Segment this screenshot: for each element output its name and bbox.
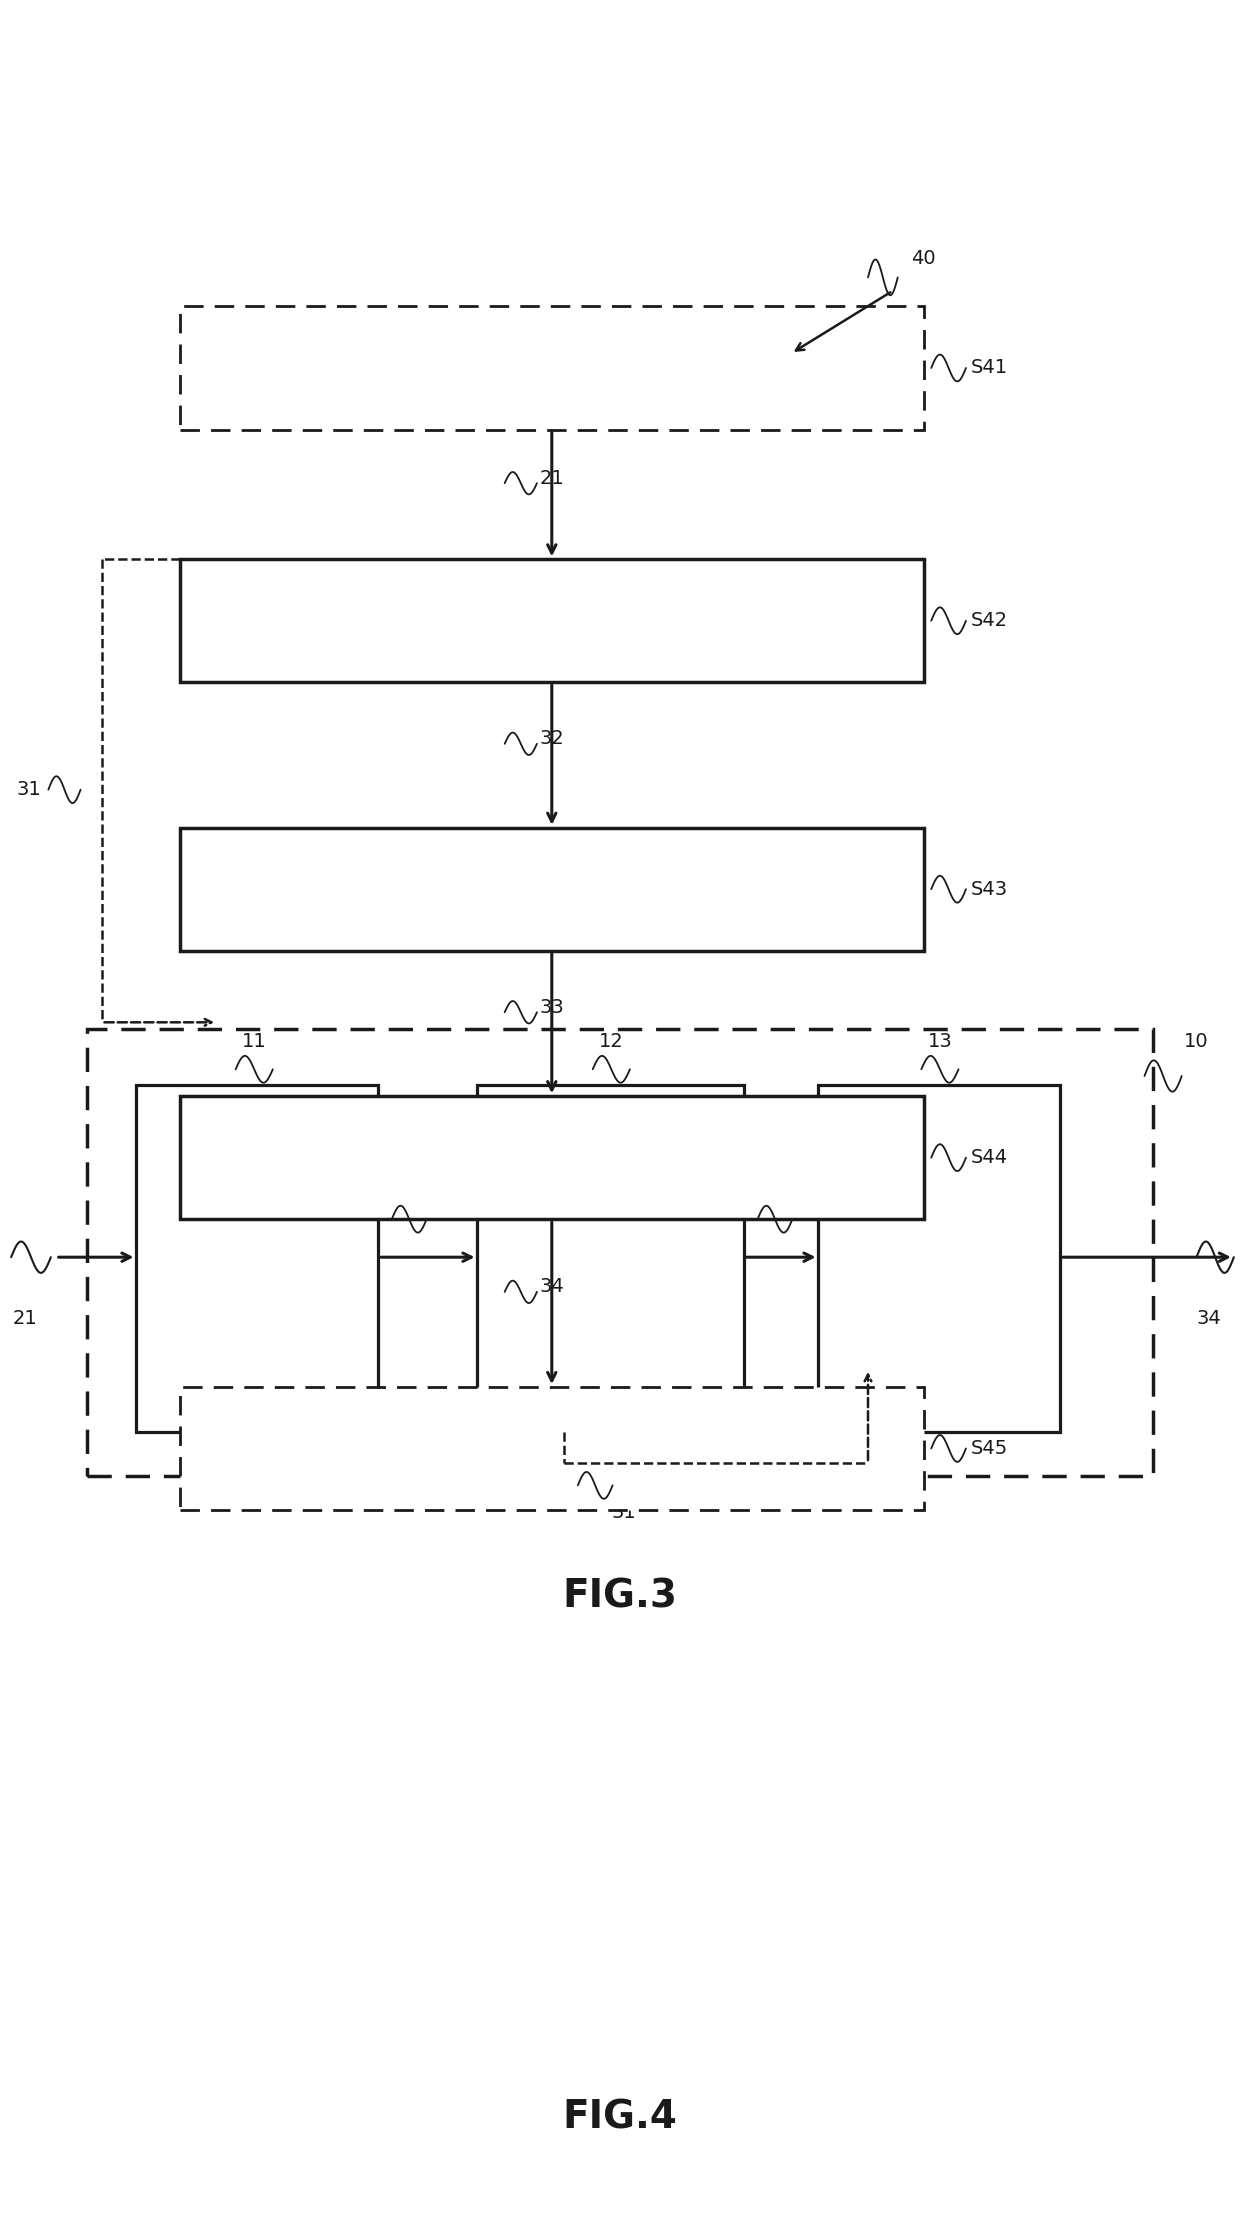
Text: 21: 21: [12, 1309, 37, 1327]
Text: 13: 13: [928, 1033, 952, 1051]
Text: 32: 32: [539, 729, 564, 747]
Text: S41: S41: [971, 358, 1008, 378]
Bar: [180, 1387, 924, 1510]
Text: 12: 12: [599, 1033, 624, 1051]
Text: FIG.3: FIG.3: [563, 1577, 677, 1615]
Text: FIG.4: FIG.4: [563, 2098, 677, 2136]
Text: S43: S43: [971, 879, 1008, 899]
Text: 31: 31: [16, 781, 41, 799]
Text: 11: 11: [242, 1033, 267, 1051]
Text: 21: 21: [539, 470, 564, 488]
Text: S44: S44: [971, 1148, 1008, 1168]
Text: 34: 34: [1197, 1309, 1221, 1327]
Bar: [180, 306, 924, 430]
Text: 33: 33: [539, 998, 564, 1016]
Bar: [180, 828, 924, 951]
Bar: [87, 1029, 1153, 1476]
Text: S42: S42: [971, 611, 1008, 631]
Text: S45: S45: [971, 1438, 1008, 1459]
Text: 33: 33: [792, 1183, 817, 1201]
Bar: [136, 1085, 378, 1432]
Text: 10: 10: [1184, 1033, 1209, 1051]
Bar: [477, 1085, 744, 1432]
Text: 40: 40: [911, 251, 936, 268]
Bar: [180, 559, 924, 682]
Text: 31: 31: [611, 1503, 636, 1521]
Text: 32: 32: [427, 1183, 451, 1201]
Text: 34: 34: [539, 1277, 564, 1295]
Bar: [818, 1085, 1060, 1432]
Bar: [180, 1096, 924, 1219]
